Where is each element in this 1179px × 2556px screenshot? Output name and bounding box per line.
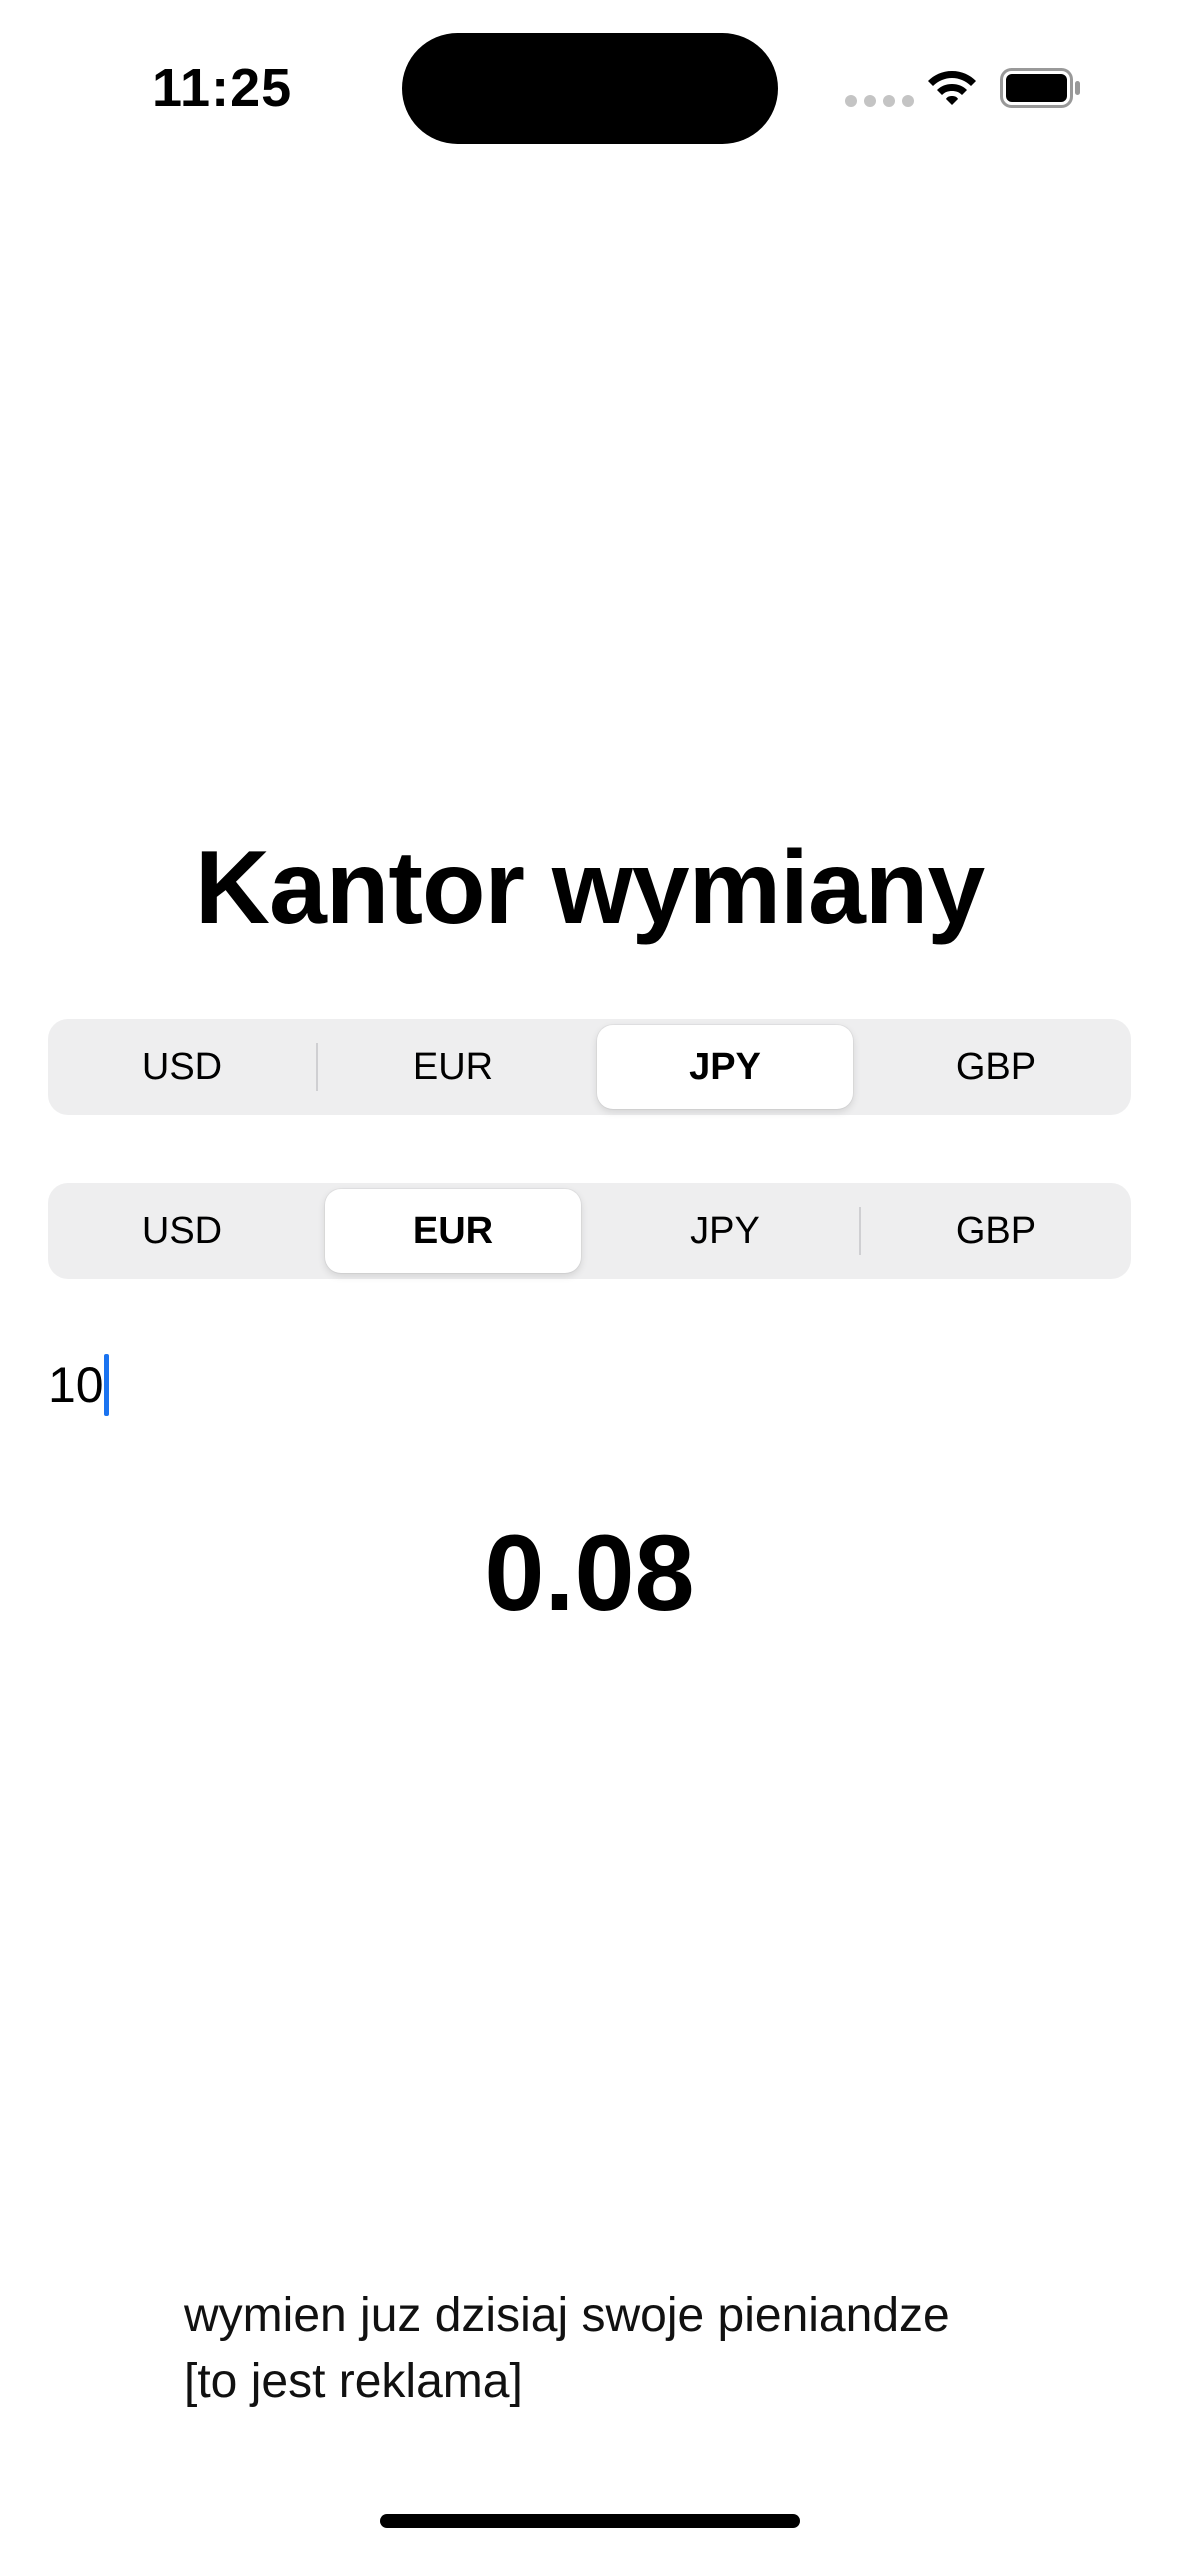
segment-divider — [859, 1207, 861, 1255]
to-currency-eur[interactable]: EUR — [325, 1189, 581, 1273]
wifi-icon — [926, 65, 978, 107]
dynamic-island — [402, 33, 778, 144]
from-currency-jpy[interactable]: JPY — [597, 1025, 853, 1109]
page-title: Kantor wymiany — [0, 828, 1179, 948]
amount-input-value: 10 — [48, 1356, 104, 1414]
from-currency-gbp[interactable]: GBP — [868, 1025, 1124, 1109]
from-currency-usd[interactable]: USD — [54, 1025, 310, 1109]
battery-icon — [1000, 68, 1082, 108]
cellular-dots-icon — [845, 95, 914, 107]
text-caret — [104, 1354, 109, 1416]
from-currency-picker[interactable]: USD EUR JPY GBP — [48, 1019, 1131, 1115]
ad-text: wymien juz dzisiaj swoje pieniandze [to … — [184, 2283, 950, 2415]
from-currency-eur[interactable]: EUR — [325, 1025, 581, 1109]
to-currency-picker[interactable]: USD EUR JPY GBP — [48, 1183, 1131, 1279]
segment-divider — [316, 1043, 318, 1091]
converted-result: 0.08 — [0, 1508, 1179, 1638]
status-time: 11:25 — [152, 56, 292, 120]
home-indicator[interactable] — [380, 2514, 800, 2528]
to-currency-jpy[interactable]: JPY — [597, 1189, 853, 1273]
to-currency-usd[interactable]: USD — [54, 1189, 310, 1273]
ad-line-2: [to jest reklama] — [184, 2349, 950, 2415]
ad-line-1: wymien juz dzisiaj swoje pieniandze — [184, 2283, 950, 2349]
amount-input[interactable]: 10 — [48, 1350, 648, 1420]
to-currency-gbp[interactable]: GBP — [868, 1189, 1124, 1273]
